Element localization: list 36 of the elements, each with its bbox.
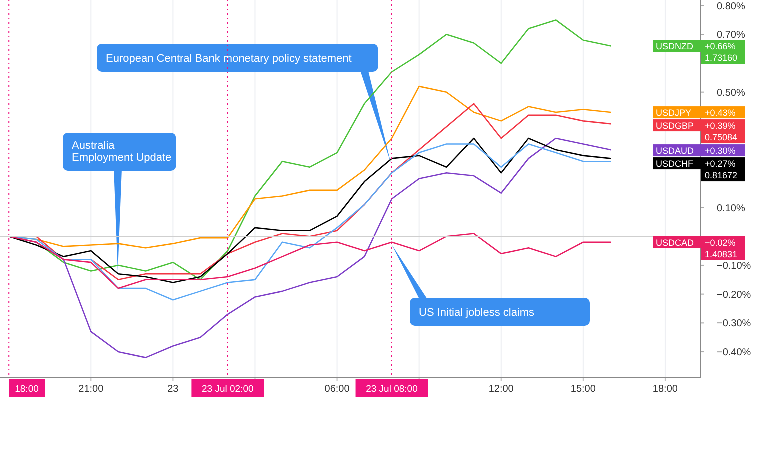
y-tick-label: −0.40% bbox=[717, 348, 752, 359]
text: +0.66% bbox=[705, 42, 736, 52]
text: 1.73160 bbox=[705, 53, 738, 64]
y-tick-label: 0.50% bbox=[717, 88, 746, 99]
ref-line-label: 23 Jul 02:00 bbox=[202, 384, 254, 395]
y-tick-label: 0.70% bbox=[717, 30, 746, 42]
annotation: US Initial jobless claims bbox=[419, 307, 536, 319]
x-tick-label: 15:00 bbox=[570, 384, 596, 395]
text: 0.75084 bbox=[705, 132, 738, 143]
y-tick-label: 0.10% bbox=[717, 203, 746, 214]
text: USDNZD bbox=[656, 42, 694, 52]
text: +0.27% bbox=[705, 159, 736, 170]
x-tick-label: 06:00 bbox=[324, 384, 350, 395]
text: 1.40831 bbox=[705, 249, 738, 260]
text: +0.30% bbox=[705, 146, 736, 156]
line-series bbox=[8, 233, 612, 290]
x-tick-label: 12:00 bbox=[488, 384, 514, 395]
text: USDCAD bbox=[656, 238, 695, 248]
legend-label: USDJPY bbox=[656, 108, 692, 118]
text: −0.02% bbox=[705, 238, 736, 248]
y-tick-label: −0.30% bbox=[717, 318, 752, 330]
text: +0.43% bbox=[705, 108, 736, 118]
legend-label: USDAUD bbox=[656, 146, 695, 156]
y-tick-label: −0.10% bbox=[717, 260, 752, 272]
text: USDCHF bbox=[656, 159, 694, 170]
y-tick-label: −0.20% bbox=[717, 290, 752, 301]
annotation: European Central Bank monetary policy statement bbox=[106, 53, 352, 65]
annotation: Australia Employment Update bbox=[72, 140, 172, 164]
text: +0.39% bbox=[705, 121, 736, 132]
x-tick-label: 18:00 bbox=[652, 384, 678, 395]
x-tick-label: 23 bbox=[168, 384, 180, 395]
text: USDGBP bbox=[656, 121, 694, 132]
text: 0.81672 bbox=[705, 170, 738, 181]
ref-line-label: 23 Jul 08:00 bbox=[366, 384, 418, 395]
y-tick-label: 0.80% bbox=[717, 1, 746, 12]
x-tick-label: 21:00 bbox=[78, 384, 104, 395]
